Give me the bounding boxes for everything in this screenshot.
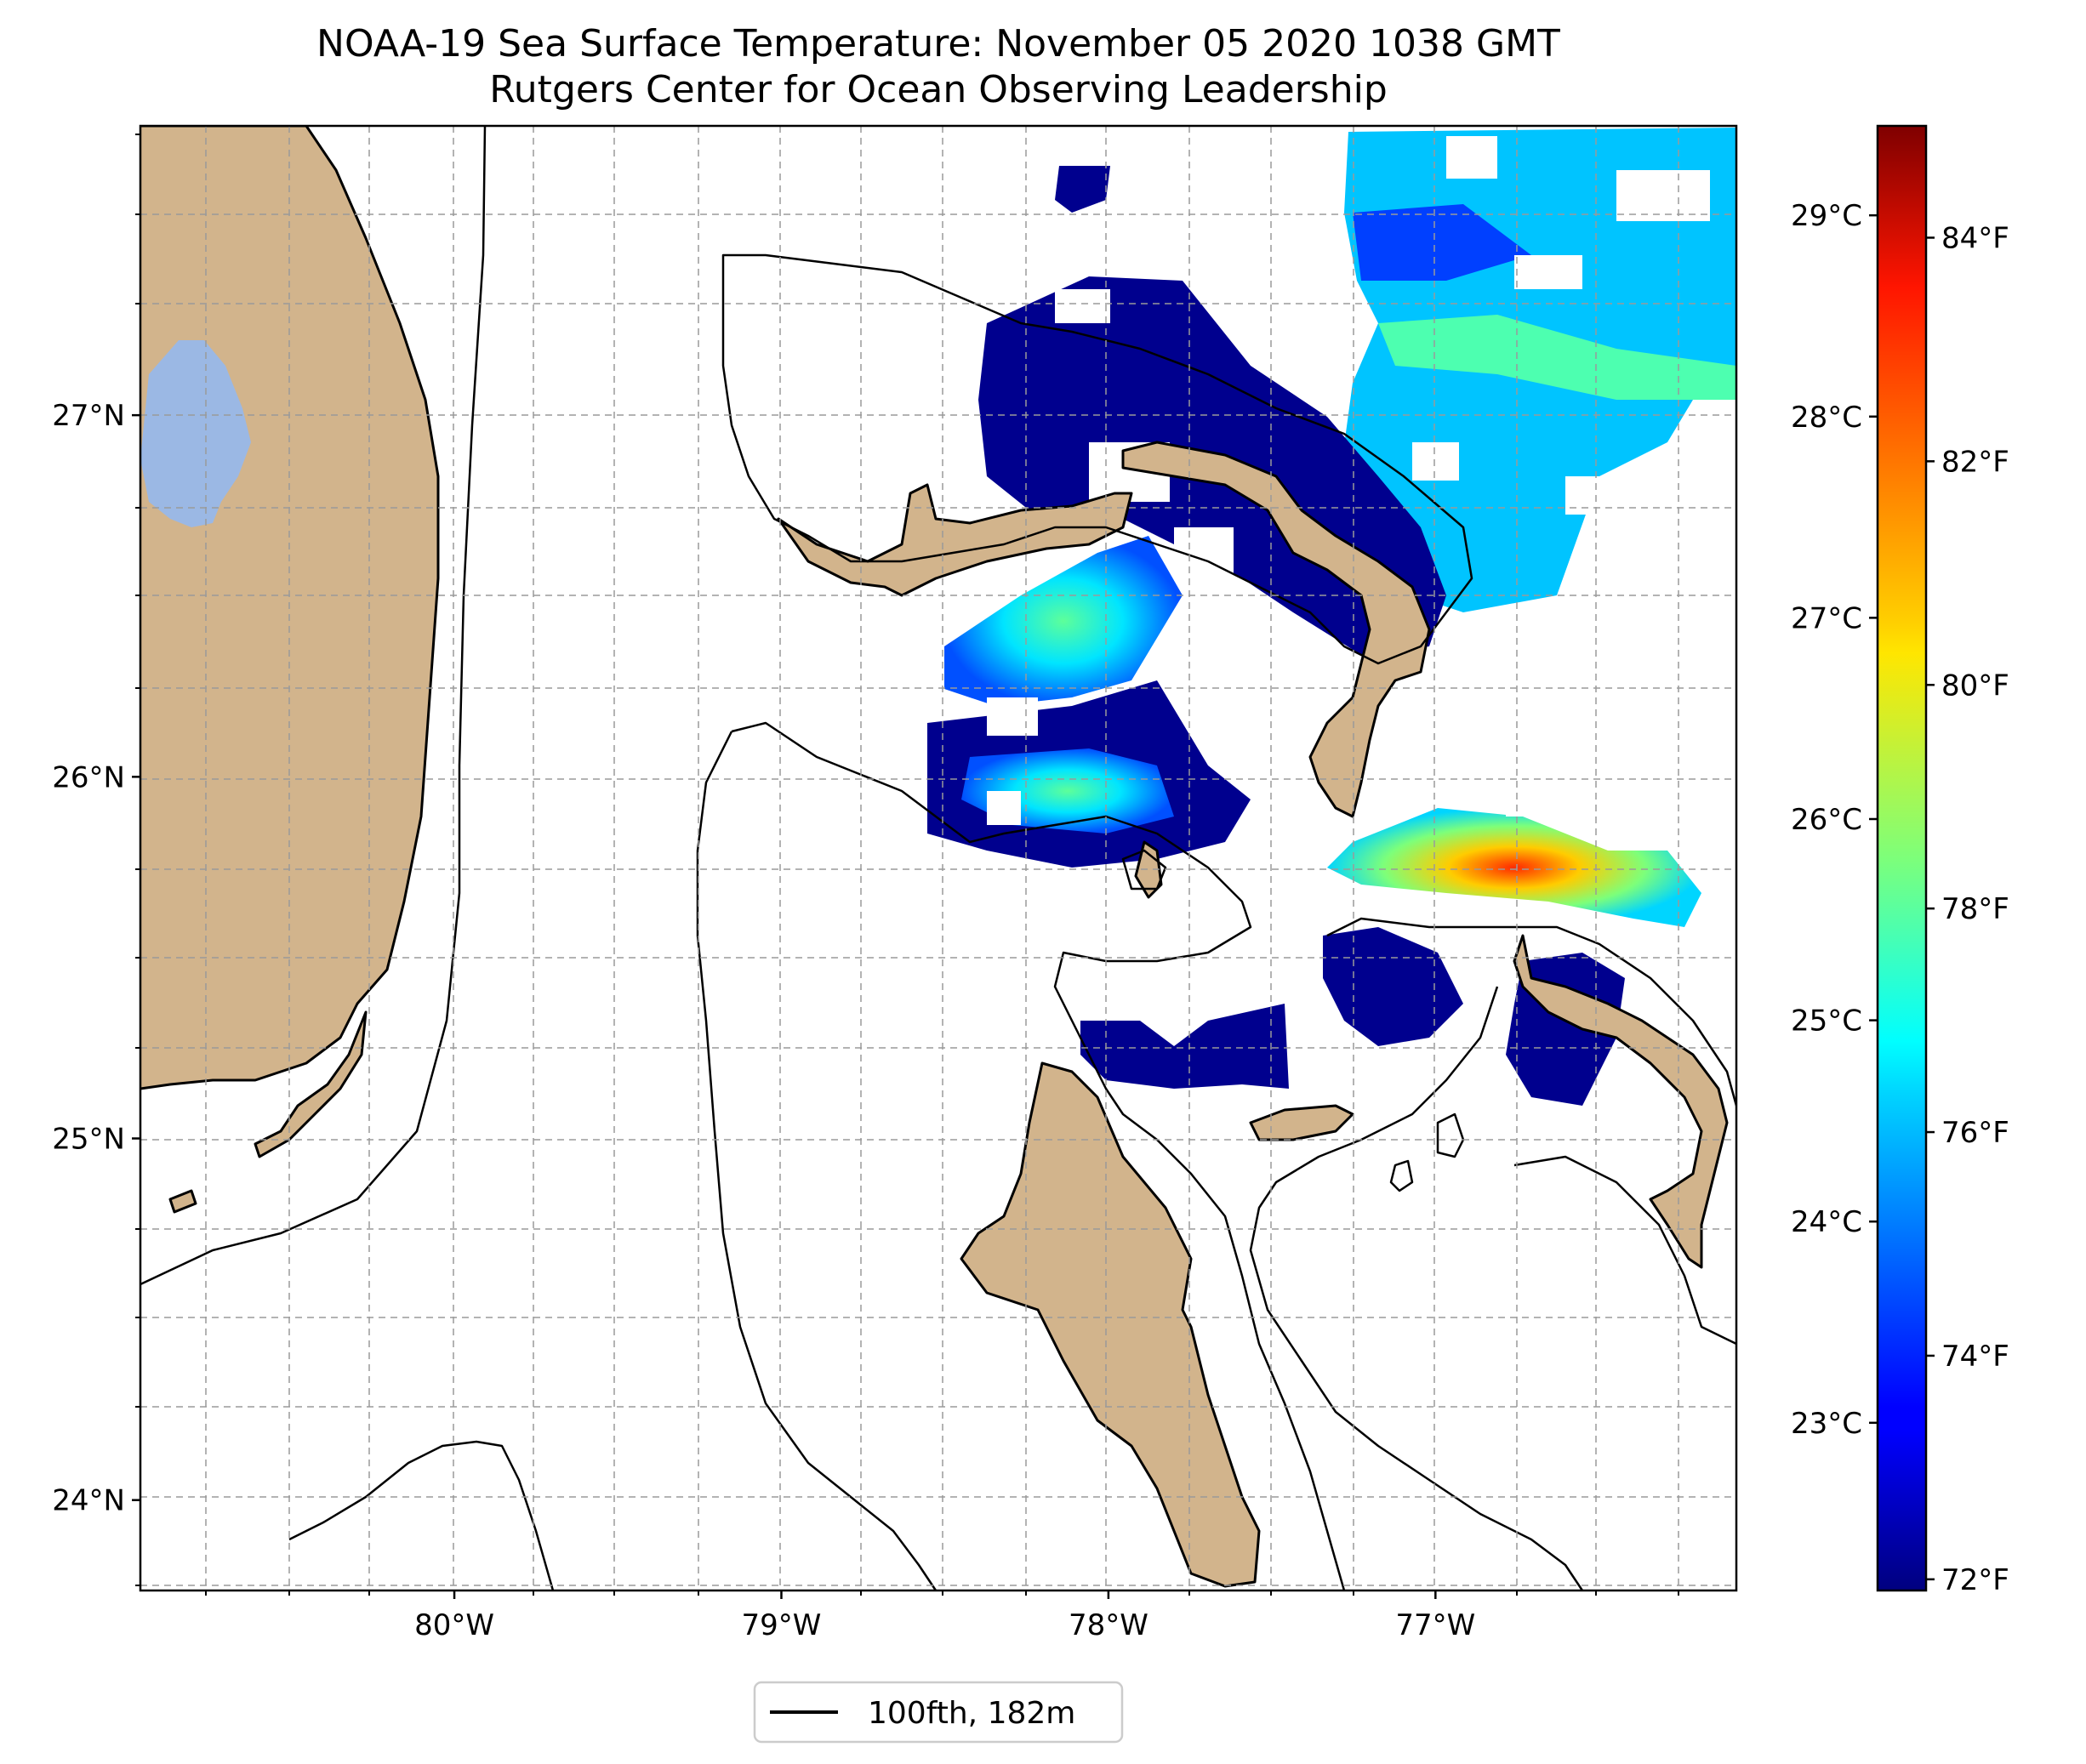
colorbar-gradient [1876,124,1928,1592]
fahrenheit-tick-label: 80°F [1941,669,2009,703]
isobath-great-bahama-bank-west [731,721,1346,1590]
lat-tick-label: 24°N [52,1484,125,1518]
celsius-tick-label: 26°C [1791,803,1862,837]
cloud-gap [1412,442,1459,481]
isobath-island-ring-2 [1389,1159,1414,1192]
longitude-axis: 80°W 79°W 78°W 77°W [414,1590,1475,1642]
isobath-exuma-sound-inner [1249,986,1584,1590]
land-florida-keys [254,1010,368,1158]
latitude-axis: 24°N 25°N 26°N 27°N [52,399,140,1518]
cloud-gap [987,791,1021,825]
cloud-gap [1625,544,1676,578]
cloud-gap [1565,476,1625,515]
isobath-exuma-sound [1326,917,1736,1107]
fahrenheit-tick-label: 82°F [1941,445,2009,479]
cloud-gap [1506,748,1582,817]
fahrenheit-tick-label: 76°F [1941,1116,2009,1150]
cloud-gap [987,697,1038,736]
sst-patch-northeast-blue [1353,204,1531,281]
sst-patch-central-cyan [944,536,1183,706]
isobath-exuma-east [1513,1155,1736,1346]
lat-tick-label: 27°N [52,399,125,433]
cloud-gap [1225,595,1268,638]
isobath-great-bahama-bank-southwest [696,731,938,1590]
graticule [140,126,1736,1590]
map-frame [139,124,1738,1592]
cloud-gap [1616,170,1710,221]
sst-data-layer [927,128,1736,1106]
celsius-tick-label: 25°C [1791,1004,1862,1038]
cloud-gap [1174,527,1234,574]
isobath-island-ring [1436,1112,1465,1158]
celsius-tick-label: 24°C [1791,1205,1862,1239]
lake-okeechobee [140,340,251,527]
fahrenheit-tick-label: 78°F [1941,892,2009,926]
lon-tick-label: 79°W [742,1608,822,1642]
map-panel: 80°W 79°W 78°W 77°W 24°N 25°N 26°N 27°N [52,124,1738,1642]
celsius-tick-label: 23°C [1791,1407,1862,1441]
isobath-island-ring-3 [1121,849,1167,891]
lat-tick-label: 25°N [52,1123,125,1157]
sst-patch-top-small [1055,166,1110,213]
isobath-florida-shelf [140,126,487,1286]
land-abaco [1121,441,1431,818]
title-line-2: Rutgers Center for Ocean Observing Leade… [489,68,1388,111]
isobath-contours [140,126,1736,1590]
land-andros [960,1061,1261,1588]
colorbar-celsius-axis: 23°C 24°C 25°C 26°C 27°C 28°C 29°C [1791,199,1878,1441]
legend-label: 100fth, 182m [868,1696,1075,1731]
colorbar: 23°C 24°C 25°C 26°C 27°C 28°C 29°C 72°F 74°F 76°… [1791,124,2009,1597]
title-line-1: NOAA-19 Sea Surface Temperature: Novembe… [316,22,1560,65]
sst-patch-northeast-green [1378,315,1736,400]
celsius-tick-label: 29°C [1791,199,1862,233]
fahrenheit-tick-label: 74°F [1941,1340,2009,1374]
cloud-gap [1514,255,1582,289]
colorbar-fahrenheit-axis: 72°F 74°F 76°F 78°F 80°F 82°F 84°F [1926,221,2009,1597]
isobath-cay-sal-bank [288,1440,555,1590]
celsius-tick-label: 28°C [1791,401,1862,435]
land-florida-keys-west [168,1189,197,1214]
isobath-little-bahama-bank [721,253,1473,665]
lon-tick-label: 77°W [1395,1608,1475,1642]
cloud-gap [1446,136,1497,179]
legend: 100fth, 182m [753,1681,1124,1744]
fahrenheit-tick-label: 72°F [1941,1563,2009,1597]
celsius-tick-label: 27°C [1791,601,1862,635]
lon-tick-label: 80°W [414,1608,494,1642]
minor-ticks [135,134,1679,1596]
legend-box [753,1681,1124,1744]
fahrenheit-tick-label: 84°F [1941,221,2009,255]
lon-tick-label: 78°W [1069,1608,1148,1642]
cloud-gap [1055,289,1110,323]
lat-tick-label: 26°N [52,760,125,794]
land-grand-bahama [777,483,1133,597]
sst-patch-warm [1327,808,1701,927]
sst-patch-south-1 [1323,927,1463,1046]
land-eleuthera [1513,934,1729,1269]
land-berry-islands [1134,840,1163,899]
sst-patch-south-3 [1080,1004,1289,1089]
